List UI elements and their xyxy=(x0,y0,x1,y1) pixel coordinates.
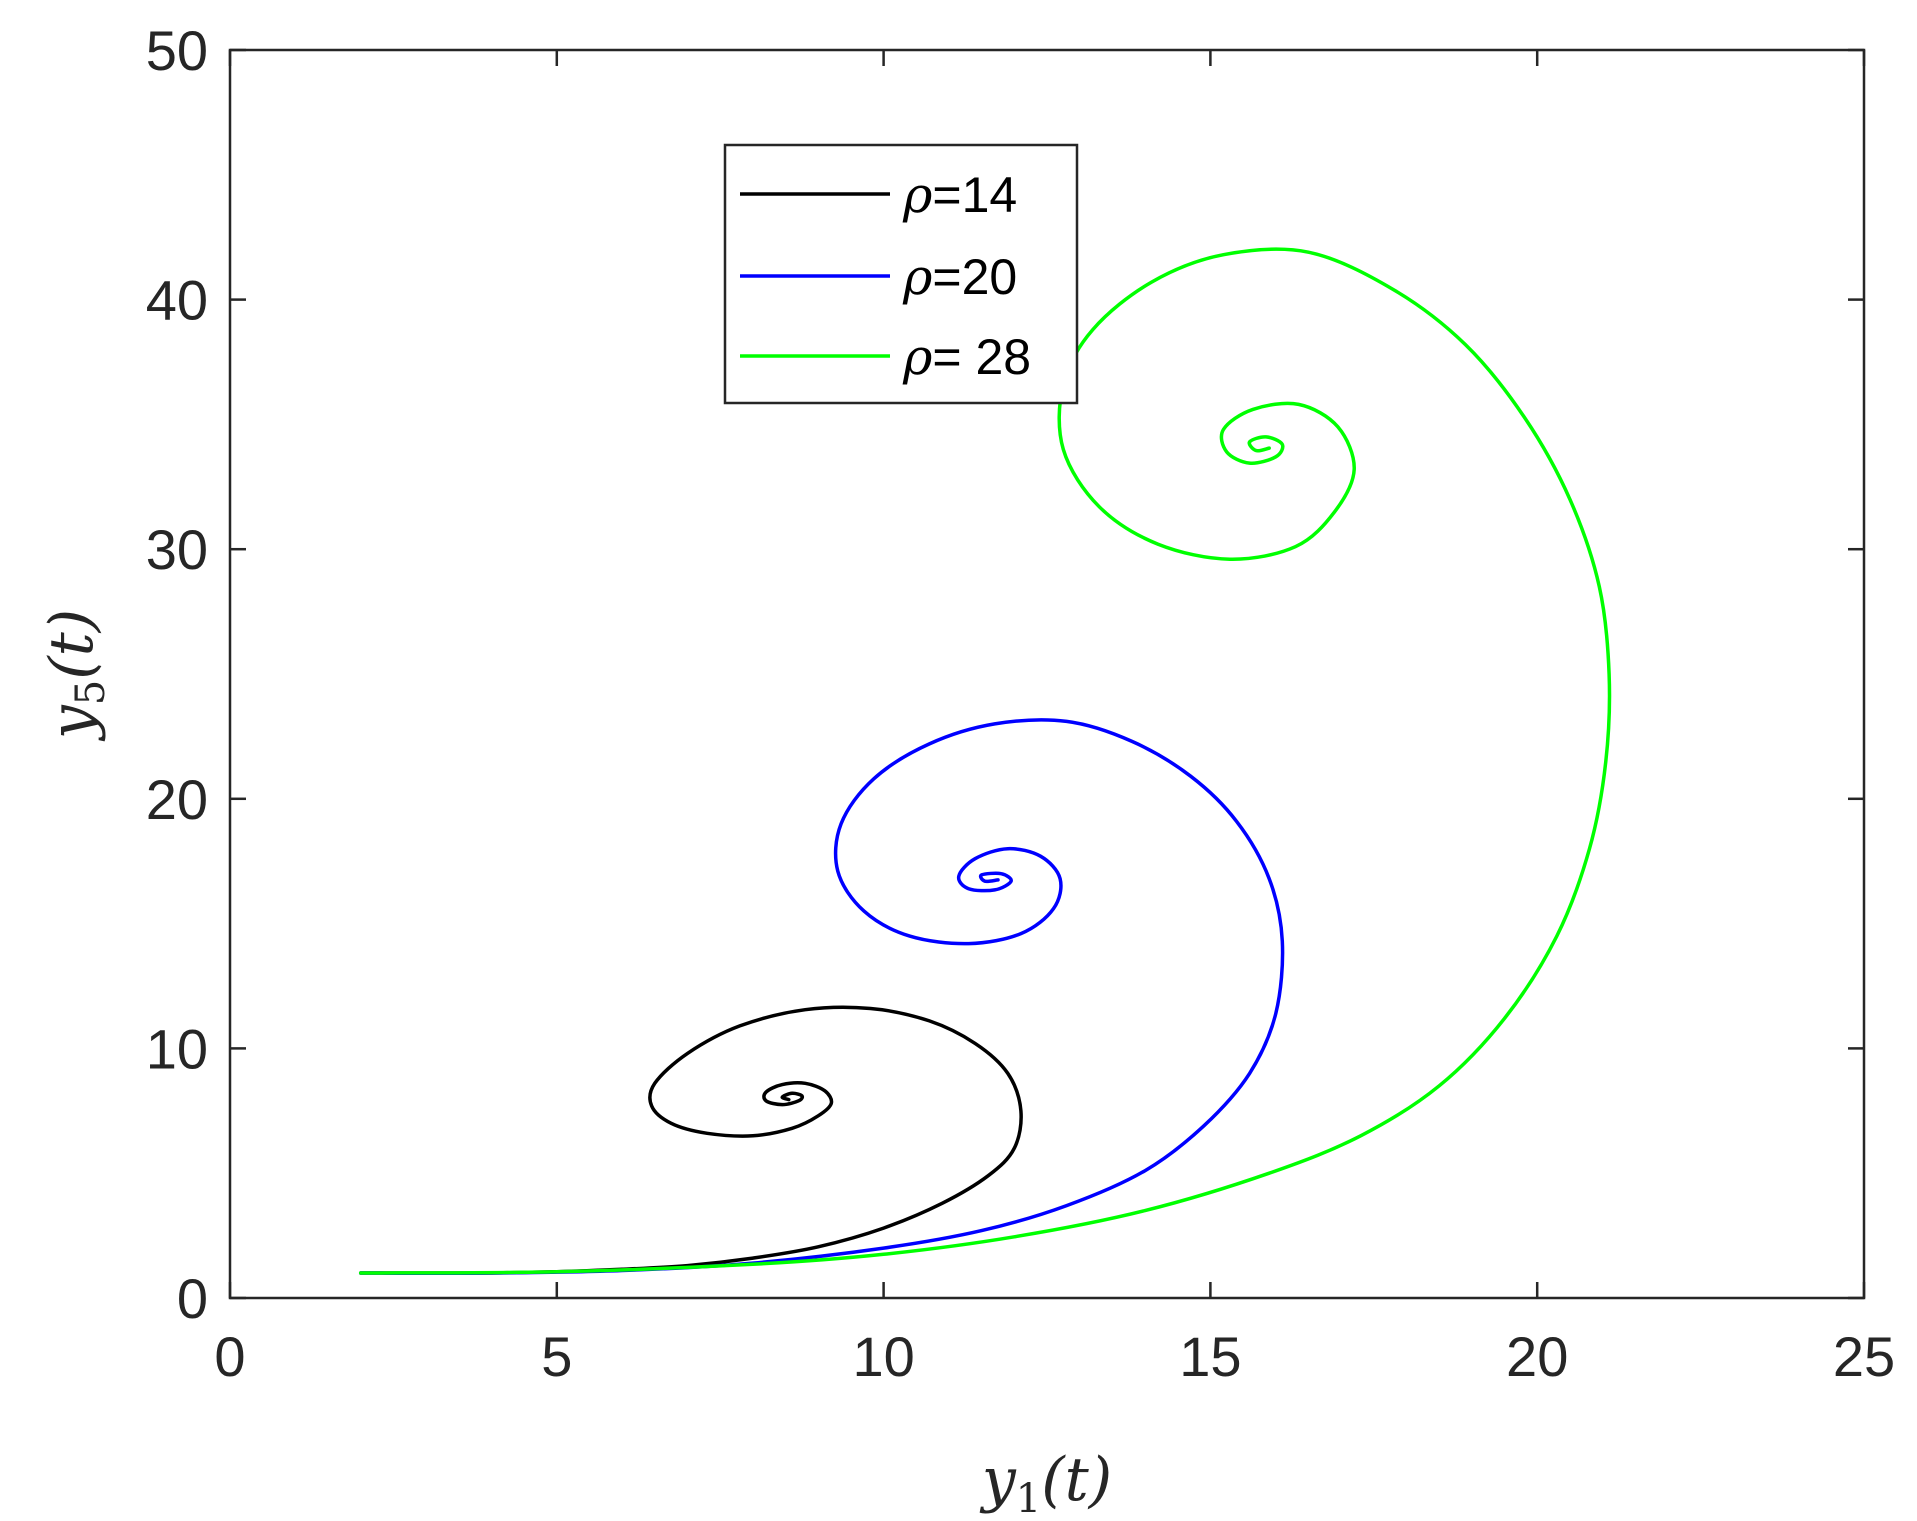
legend-entry-rho-28: ρ= 28 xyxy=(902,328,1031,386)
y-axis-label: y5(t) xyxy=(37,609,114,742)
y-tick-label: 40 xyxy=(146,269,208,332)
y-tick-label: 0 xyxy=(177,1267,208,1330)
legend-entry-rho-14: ρ=14 xyxy=(902,166,1017,224)
series-line-2 xyxy=(358,247,1612,1275)
y-tick-label: 10 xyxy=(146,1017,208,1080)
y-tick-label: 20 xyxy=(146,768,208,831)
x-tick-label: 15 xyxy=(1179,1325,1241,1388)
x-tick-label: 0 xyxy=(214,1325,245,1388)
legend-entry-rho-20: ρ=20 xyxy=(902,248,1017,306)
x-tick-label: 25 xyxy=(1833,1325,1895,1388)
y-tick-label: 30 xyxy=(146,518,208,581)
series-line-1 xyxy=(358,718,1285,1275)
legend: ρ=14 ρ=20 ρ= 28 xyxy=(723,143,1079,405)
series-layer xyxy=(358,247,1612,1275)
series-line-0 xyxy=(358,1005,1023,1275)
y-tick-label: 50 xyxy=(146,19,208,82)
x-axis-label: y1(t) xyxy=(979,1445,1112,1521)
legend-box xyxy=(723,143,1079,405)
x-tick-label: 5 xyxy=(541,1325,572,1388)
tick-layer: 0 5 10 15 20 25 0 10 20 30 40 50 xyxy=(146,19,1895,1388)
plot-area-frame xyxy=(228,48,1866,1300)
x-tick-label: 10 xyxy=(852,1325,914,1388)
x-tick-label: 20 xyxy=(1506,1325,1568,1388)
